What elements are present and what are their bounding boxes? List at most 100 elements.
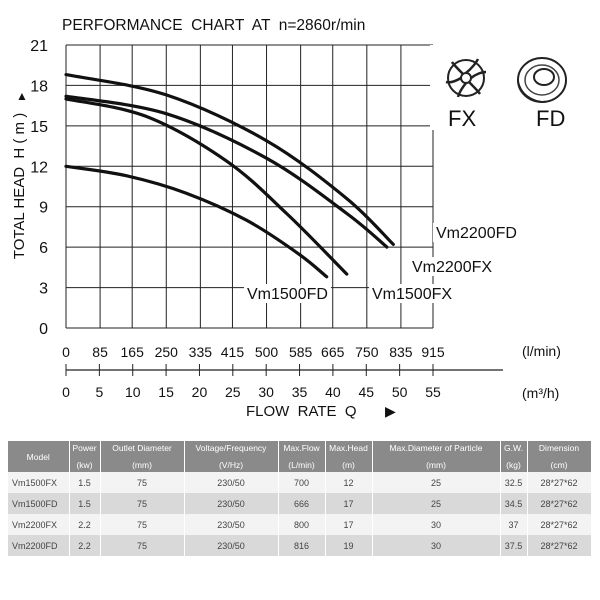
table-cell: 75 bbox=[100, 514, 185, 535]
table-cell: 12 bbox=[325, 472, 373, 493]
header-unit: (cm) bbox=[550, 460, 568, 470]
series-label-vm2200fd: Vm2200FD bbox=[436, 225, 517, 242]
table-cell: 230/50 bbox=[184, 514, 279, 535]
x-axis-arrow-icon: ▶ bbox=[385, 403, 396, 419]
series-line-vm1500fx bbox=[64, 97, 349, 276]
header-unit: (m) bbox=[342, 460, 355, 470]
x-tick-labels: 0 85 165 250 335 415 500 585 665 750 835 915 bbox=[62, 344, 445, 360]
table-row: Vm1500FD 1.5 75 230/50 666 17 25 34.5 28*27*62 bbox=[8, 493, 592, 514]
series-label-bg bbox=[409, 257, 496, 276]
table-cell: 30 bbox=[372, 535, 501, 556]
table-row: Vm2200FX 2.2 75 230/50 800 17 30 37 28*27*62 bbox=[8, 514, 592, 535]
table-header-cell: G.W. (kg) bbox=[500, 441, 528, 472]
table-header-cell: Max.Diameter of Particle (mm) bbox=[372, 441, 501, 472]
table-cell: 19 bbox=[325, 535, 373, 556]
header-main: Outlet Diameter bbox=[112, 443, 172, 453]
x-tick-label-m3h: 35 bbox=[292, 384, 308, 400]
table-cell: 75 bbox=[100, 535, 185, 556]
table-cell: 37.5 bbox=[500, 535, 528, 556]
x-tick-label: 250 bbox=[155, 344, 179, 360]
x-unit-lmin: (l/min) bbox=[522, 343, 561, 359]
table-header-row: Model Power (kw) Outlet Diameter (mm) Voltage… bbox=[8, 441, 592, 472]
header-unit: (kg) bbox=[506, 460, 521, 470]
table-cell: Vm1500FD bbox=[8, 493, 70, 514]
y-tick-label: 12 bbox=[30, 159, 48, 176]
header-unit: (V/Hz) bbox=[218, 460, 244, 470]
x-tick-label: 85 bbox=[92, 344, 108, 360]
header-main: Voltage/Frequency bbox=[195, 443, 267, 453]
x-tick-label-m3h: 5 bbox=[95, 384, 103, 400]
table-cell: 2.2 bbox=[69, 535, 101, 556]
table-cell: 34.5 bbox=[500, 493, 528, 514]
header-main: Max.Flow bbox=[283, 443, 320, 453]
table-cell: 32.5 bbox=[500, 472, 528, 493]
x-tick-label: 500 bbox=[255, 344, 279, 360]
performance-curves bbox=[64, 73, 395, 279]
x-tick-label-m3h: 15 bbox=[158, 384, 174, 400]
x-tick-label-m3h: 0 bbox=[62, 384, 70, 400]
grid bbox=[65, 44, 434, 329]
series-line-vm2200fd bbox=[64, 73, 395, 246]
x-tick-label: 585 bbox=[289, 344, 313, 360]
table-header-cell: Model bbox=[8, 441, 70, 472]
spec-table: Model Power (kw) Outlet Diameter (mm) Voltage… bbox=[8, 441, 592, 556]
table-cell: 230/50 bbox=[184, 493, 279, 514]
header-main: G.W. bbox=[504, 443, 523, 453]
x-axis-title: FLOW RATE Q bbox=[246, 403, 357, 420]
header-unit: (kw) bbox=[76, 460, 93, 470]
y-tick-label: 0 bbox=[39, 321, 48, 338]
series-label-vm1500fd: Vm1500FD bbox=[247, 286, 328, 303]
table-cell: 230/50 bbox=[184, 535, 279, 556]
y-tick-label: 6 bbox=[39, 240, 48, 257]
y-tick-label: 21 bbox=[30, 38, 48, 55]
table-row: Vm1500FX 1.5 75 230/50 700 12 25 32.5 28*27*62 bbox=[8, 472, 592, 493]
x-tick-label: 335 bbox=[189, 344, 213, 360]
header-unit: (mm) bbox=[426, 460, 446, 470]
table-cell: 75 bbox=[100, 472, 185, 493]
y-tick-label: 15 bbox=[30, 119, 48, 136]
y-tick-label: 18 bbox=[30, 78, 48, 95]
x-tick-label-m3h: 10 bbox=[125, 384, 141, 400]
x-tick-label: 835 bbox=[389, 344, 413, 360]
table-cell: 28*27*62 bbox=[527, 514, 592, 535]
performance-chart: PERFORMANCE CHART AT n=2860r/min 0 3 6 9 12 1… bbox=[11, 17, 567, 420]
table-header-cell: Outlet Diameter (mm) bbox=[100, 441, 185, 472]
header-main: Power bbox=[72, 443, 97, 453]
table-cell: 25 bbox=[372, 493, 501, 514]
table-cell: 17 bbox=[325, 514, 373, 535]
y-tick-label: 3 bbox=[39, 281, 48, 298]
table-cell: 2.2 bbox=[69, 514, 101, 535]
y-tick-labels: 0 3 6 9 12 15 18 21 bbox=[30, 38, 48, 338]
chart-title: PERFORMANCE CHART AT n=2860r/min bbox=[62, 17, 365, 34]
table-cell: 28*27*62 bbox=[527, 493, 592, 514]
table-cell: Vm2200FD bbox=[8, 535, 70, 556]
series-line-vm2200fx bbox=[64, 94, 389, 249]
header-main: Max.Diameter of Particle bbox=[389, 443, 483, 453]
x-unit-m3h: (m³/h) bbox=[522, 385, 559, 401]
table-cell: Vm2200FX bbox=[8, 514, 70, 535]
series-labels: Vm1500FD Vm1500FX Vm2200FX Vm2200FD bbox=[244, 223, 520, 303]
table-cell: Vm1500FX bbox=[8, 472, 70, 493]
x-tick-labels-m3h: 0 5 10 15 20 25 30 35 40 45 50 55 bbox=[62, 364, 441, 400]
table-header-cell: Max.Head (m) bbox=[325, 441, 373, 472]
table-header-cell: Max.Flow (L/min) bbox=[278, 441, 326, 472]
y-axis-title: TOTAL HEAD H ( m ) bbox=[11, 113, 28, 259]
series-label-vm1500fx: Vm1500FX bbox=[372, 286, 452, 303]
y-axis-arrow-icon: ▲ bbox=[16, 89, 28, 103]
table-body: Vm1500FX 1.5 75 230/50 700 12 25 32.5 28*27*62 Vm… bbox=[8, 472, 592, 556]
x-tick-label: 665 bbox=[321, 344, 345, 360]
table-cell: 1.5 bbox=[69, 472, 101, 493]
table-cell: 666 bbox=[278, 493, 326, 514]
fd-impeller-icon bbox=[517, 57, 567, 103]
table-cell: 25 bbox=[372, 472, 501, 493]
table-cell: 700 bbox=[278, 472, 326, 493]
table-cell: 28*27*62 bbox=[527, 472, 592, 493]
fx-label: FX bbox=[448, 106, 476, 131]
table-header-cell: Voltage/Frequency (V/Hz) bbox=[184, 441, 279, 472]
header-main: Max.Head bbox=[329, 443, 368, 453]
header-unit: (mm) bbox=[132, 460, 152, 470]
x-tick-label-m3h: 20 bbox=[192, 384, 208, 400]
x-tick-label: 750 bbox=[355, 344, 379, 360]
table-cell: 800 bbox=[278, 514, 326, 535]
table-cell: 75 bbox=[100, 493, 185, 514]
